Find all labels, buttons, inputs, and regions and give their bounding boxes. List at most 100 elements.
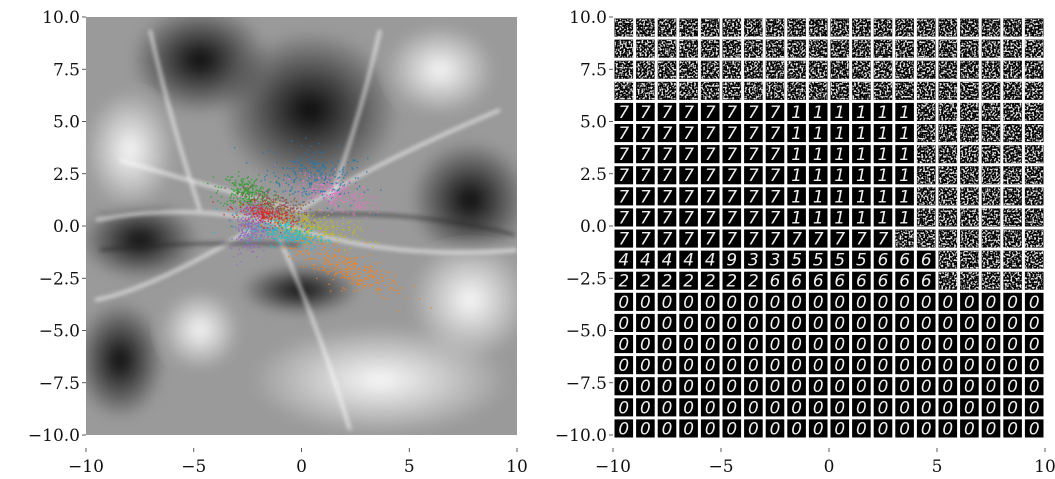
digit-tile	[960, 60, 979, 79]
scatter-point	[293, 210, 296, 212]
scatter-point	[262, 200, 264, 203]
scatter-point	[363, 203, 366, 206]
scatter-point	[298, 232, 301, 235]
scatter-point	[346, 257, 348, 260]
digit-tile: 1	[830, 102, 850, 122]
svg-text:0: 0	[662, 376, 673, 396]
scatter-point	[316, 170, 319, 172]
digit-tile	[1003, 39, 1022, 58]
scatter-point	[240, 252, 242, 254]
scatter-point	[259, 190, 262, 193]
svg-text:0: 0	[791, 313, 802, 333]
scatter-point	[317, 267, 320, 269]
scatter-point	[312, 200, 315, 202]
svg-text:1: 1	[834, 186, 845, 206]
svg-text:7: 7	[662, 207, 673, 227]
scatter-point	[219, 202, 222, 204]
scatter-point	[320, 152, 323, 154]
scatter-point	[280, 205, 283, 207]
scatter-point	[252, 211, 255, 213]
scatter-point	[277, 210, 280, 213]
scatter-point	[326, 271, 328, 273]
scatter-point	[282, 207, 284, 210]
digit-tile	[852, 60, 871, 79]
digit-tile	[1024, 18, 1044, 37]
scatter-point	[264, 218, 266, 220]
scatter-point	[372, 246, 374, 248]
digit-tile: 0	[679, 418, 698, 438]
scatter-point	[296, 207, 298, 210]
svg-text:7: 7	[640, 207, 651, 227]
scatter-point	[300, 204, 302, 206]
scatter-point	[297, 238, 300, 240]
svg-text:4: 4	[662, 250, 673, 270]
scatter-point	[294, 234, 296, 236]
scatter-point	[300, 242, 302, 244]
scatter-point	[235, 192, 238, 194]
scatter-point	[242, 203, 245, 205]
digit-tile: 7	[873, 228, 893, 248]
svg-text:7: 7	[726, 165, 737, 185]
scatter-point	[254, 198, 256, 201]
scatter-point	[242, 235, 244, 237]
scatter-point	[353, 193, 355, 196]
scatter-point	[248, 193, 250, 195]
svg-text:0: 0	[748, 418, 759, 438]
digit-tile: 1	[895, 102, 914, 122]
scatter-point	[285, 239, 288, 242]
scatter-point	[283, 247, 285, 249]
scatter-point	[359, 205, 361, 207]
scatter-point	[269, 201, 271, 203]
left-x-tick-label: 10	[506, 457, 528, 477]
scatter-point	[259, 239, 261, 242]
scatter-point	[235, 182, 237, 184]
scatter-point	[226, 175, 229, 178]
scatter-point	[342, 201, 344, 203]
scatter-point	[319, 235, 321, 237]
scatter-point	[258, 174, 260, 176]
left-y-tick-label: 0.0	[53, 217, 80, 237]
scatter-point	[246, 210, 249, 212]
scatter-point	[308, 201, 311, 203]
scatter-point	[330, 210, 333, 212]
digit-tile: 6	[895, 250, 914, 270]
scatter-point	[339, 195, 342, 197]
svg-text:0: 0	[705, 397, 716, 417]
scatter-point	[376, 279, 378, 281]
scatter-point	[351, 167, 353, 169]
scatter-point	[246, 201, 248, 203]
scatter-point	[338, 145, 341, 147]
svg-text:1: 1	[791, 102, 802, 122]
scatter-point	[281, 196, 284, 199]
scatter-point	[318, 217, 321, 220]
digit-tile: 6	[916, 250, 936, 270]
scatter-point	[296, 244, 299, 246]
svg-text:0: 0	[1029, 397, 1040, 417]
digit-tile	[938, 250, 958, 269]
scatter-point	[243, 208, 245, 211]
scatter-point	[293, 211, 295, 214]
scatter-point	[276, 211, 279, 213]
scatter-point	[300, 192, 302, 194]
scatter-point	[272, 211, 274, 214]
digit-tile	[830, 18, 850, 37]
scatter-point	[284, 190, 287, 192]
digit-tile: 0	[765, 397, 785, 417]
scatter-point	[295, 233, 297, 235]
scatter-point	[280, 223, 282, 226]
svg-text:0: 0	[964, 313, 975, 333]
svg-text:5: 5	[856, 250, 867, 270]
scatter-point	[362, 286, 365, 289]
scatter-point	[248, 225, 250, 227]
scatter-point	[289, 178, 291, 181]
svg-text:6: 6	[899, 250, 910, 270]
scatter-point	[318, 142, 320, 145]
scatter-point	[292, 224, 294, 226]
digit-tile: 1	[830, 165, 850, 185]
scatter-point	[262, 238, 265, 240]
scatter-point	[363, 269, 366, 271]
scatter-point	[244, 218, 246, 221]
scatter-point	[336, 238, 339, 240]
scatter-point	[373, 206, 375, 209]
svg-text:0: 0	[1029, 418, 1040, 438]
